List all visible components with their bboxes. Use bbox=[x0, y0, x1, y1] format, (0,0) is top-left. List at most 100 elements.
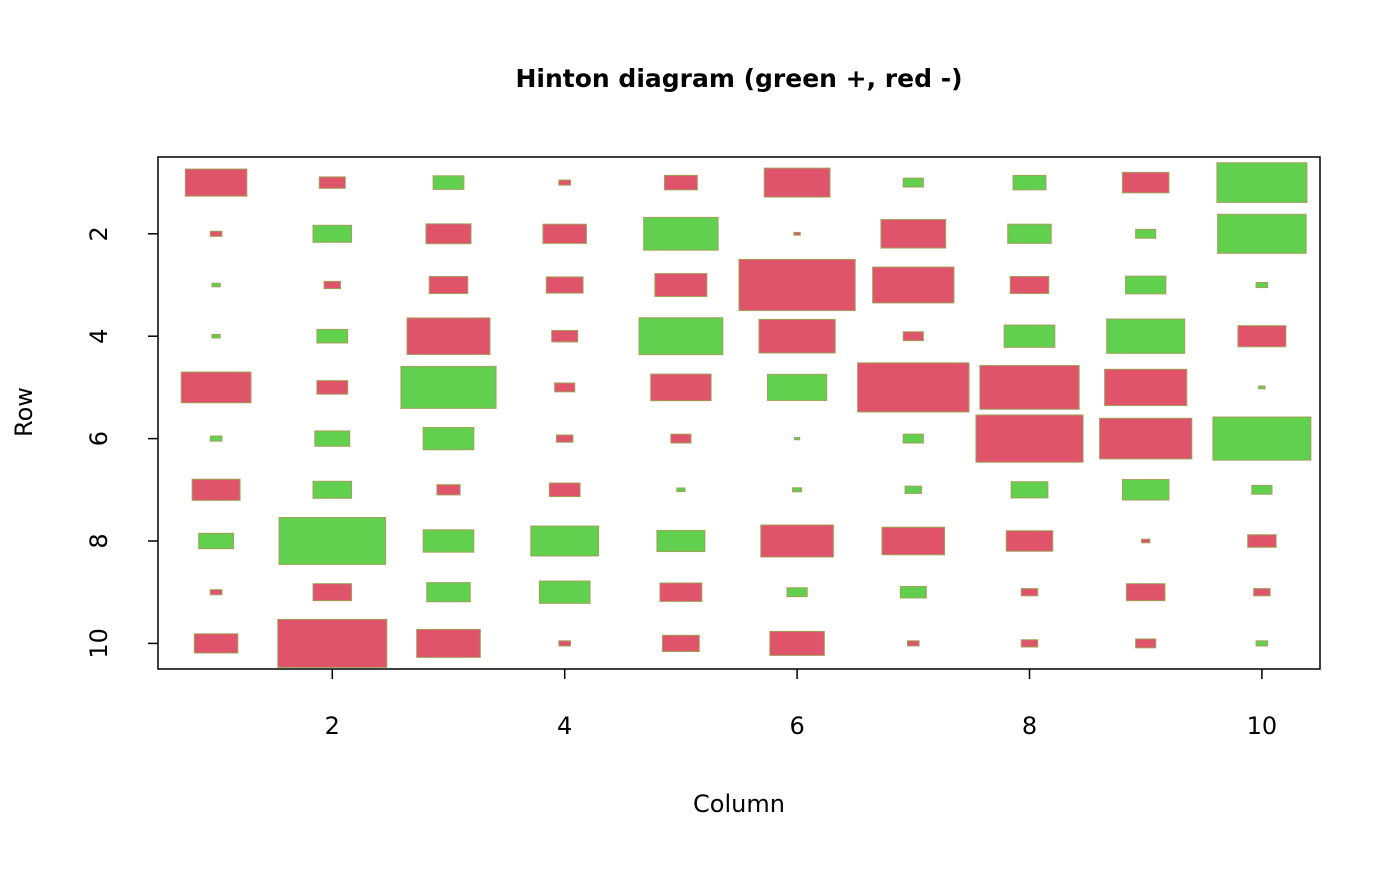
hinton-box bbox=[1121, 171, 1170, 194]
hinton-box bbox=[400, 365, 497, 409]
hinton-box bbox=[551, 329, 579, 343]
hinton-box bbox=[184, 168, 248, 197]
plot-frame bbox=[157, 156, 1321, 670]
hinton-box bbox=[1217, 213, 1307, 254]
hinton-box bbox=[1237, 325, 1287, 348]
y-tick-label: 6 bbox=[85, 431, 113, 446]
hinton-box bbox=[794, 436, 801, 441]
x-tick-label: 4 bbox=[557, 712, 572, 740]
hinton-box bbox=[663, 174, 698, 191]
hinton-box bbox=[316, 380, 349, 395]
hinton-box bbox=[312, 583, 353, 602]
hinton-box bbox=[318, 176, 346, 189]
hinton-box bbox=[880, 219, 947, 249]
hinton-box bbox=[1212, 416, 1312, 461]
hinton-box bbox=[1020, 588, 1039, 597]
hinton-box bbox=[975, 414, 1084, 463]
hinton-box bbox=[676, 487, 686, 493]
y-axis-label: Row bbox=[10, 387, 38, 437]
hinton-box bbox=[1125, 583, 1166, 602]
hinton-box bbox=[426, 582, 471, 603]
hinton-box bbox=[1012, 174, 1047, 191]
hinton-box bbox=[758, 318, 836, 354]
x-axis-label: Column bbox=[693, 790, 785, 818]
hinton-box bbox=[1005, 530, 1054, 552]
hinton-box bbox=[555, 434, 574, 443]
hinton-box bbox=[1010, 481, 1049, 499]
hinton-box bbox=[659, 582, 703, 602]
hinton-box bbox=[406, 317, 491, 355]
hinton-box bbox=[180, 371, 252, 404]
hinton-box bbox=[1135, 228, 1157, 239]
y-tick-label: 10 bbox=[85, 628, 113, 659]
hinton-box bbox=[1007, 223, 1052, 244]
hinton-box bbox=[1216, 162, 1308, 203]
hinton-box bbox=[650, 373, 712, 402]
hinton-box bbox=[323, 280, 342, 290]
hinton-box bbox=[1141, 538, 1151, 544]
chart-title: Hinton diagram (green +, red -) bbox=[516, 64, 963, 93]
hinton-box bbox=[638, 317, 724, 356]
hinton-box bbox=[872, 266, 955, 304]
hinton-box bbox=[902, 433, 924, 444]
hinton-box bbox=[312, 224, 353, 243]
hinton-box bbox=[979, 365, 1080, 410]
hinton-box bbox=[432, 175, 465, 190]
hinton-box bbox=[422, 426, 475, 451]
hinton-box bbox=[1106, 318, 1186, 354]
hinton-box bbox=[786, 587, 808, 598]
hinton-box bbox=[554, 382, 576, 393]
hinton-box bbox=[548, 482, 581, 498]
hinton-box bbox=[793, 231, 801, 236]
hinton-box bbox=[1020, 639, 1039, 648]
hinton-box bbox=[198, 532, 235, 550]
hinton-box bbox=[316, 328, 349, 344]
hinton-box bbox=[662, 634, 700, 652]
x-tick-label: 2 bbox=[325, 712, 340, 740]
hinton-box bbox=[881, 526, 946, 556]
hinton-box bbox=[792, 487, 803, 493]
hinton-box bbox=[643, 216, 719, 251]
hinton-box bbox=[277, 618, 388, 668]
hinton-box bbox=[558, 179, 572, 186]
hinton-box bbox=[738, 258, 856, 312]
hinton-box bbox=[191, 478, 241, 501]
hinton-box bbox=[211, 282, 221, 288]
hinton-box bbox=[416, 628, 481, 658]
hinton-box bbox=[278, 517, 387, 565]
hinton-box bbox=[1253, 588, 1271, 597]
hinton-box bbox=[422, 529, 475, 553]
hinton-box bbox=[904, 485, 923, 494]
hinton-box bbox=[1247, 534, 1277, 548]
hinton-box bbox=[312, 480, 353, 499]
hinton-box bbox=[425, 223, 472, 245]
hinton-box bbox=[902, 331, 924, 342]
hinton-box bbox=[857, 362, 970, 413]
hinton-box bbox=[1104, 368, 1188, 407]
y-tick-label: 8 bbox=[85, 533, 113, 548]
hinton-box bbox=[1251, 484, 1273, 495]
hinton-box bbox=[1258, 385, 1266, 390]
hinton-box bbox=[1125, 275, 1167, 295]
hinton-box bbox=[1009, 276, 1050, 294]
hinton-box bbox=[542, 223, 587, 244]
x-tick-label: 8 bbox=[1022, 712, 1037, 740]
hinton-box bbox=[1255, 281, 1269, 289]
hinton-box bbox=[656, 529, 706, 553]
y-tick-label: 4 bbox=[85, 329, 113, 344]
hinton-box bbox=[763, 167, 831, 198]
hinton-box bbox=[209, 435, 223, 442]
hinton-box bbox=[314, 430, 351, 447]
hinton-box bbox=[436, 484, 461, 496]
hinton-box bbox=[1003, 324, 1056, 348]
hinton-box bbox=[654, 273, 708, 297]
x-tick-label: 6 bbox=[789, 712, 804, 740]
hinton-box bbox=[769, 630, 825, 656]
hinton-box bbox=[211, 333, 221, 339]
hinton-box bbox=[530, 525, 600, 557]
hinton-box bbox=[193, 633, 239, 654]
y-tick-label: 2 bbox=[85, 226, 113, 241]
hinton-box bbox=[906, 640, 920, 647]
